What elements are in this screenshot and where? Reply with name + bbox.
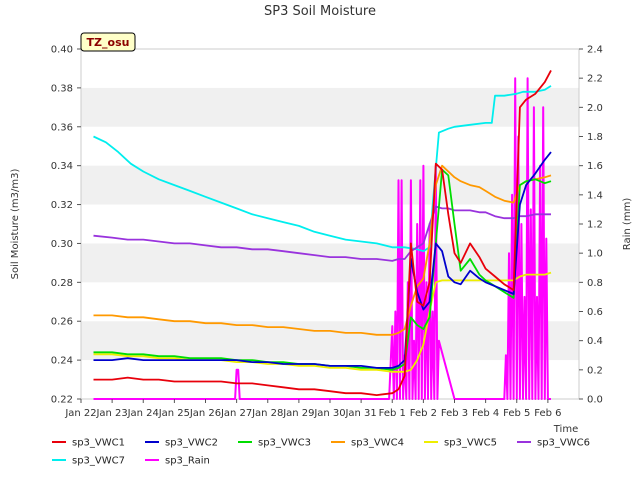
x-tick-label: Feb 5 bbox=[503, 408, 530, 419]
x-tick-label: Feb 6 bbox=[534, 408, 561, 419]
legend-item-sp3-rain: sp3_Rain bbox=[145, 456, 210, 467]
legend: sp3_VWC1 sp3_VWC2 sp3_VWC3 sp3_VWC4 sp3_VWC5… bbox=[52, 438, 590, 467]
legend-item-sp3-vwc4: sp3_VWC4 bbox=[331, 438, 404, 449]
y-tick-label: 0.24 bbox=[51, 356, 73, 367]
x-tick-label: Jan 30 bbox=[313, 408, 345, 419]
legend-label: sp3_VWC7 bbox=[72, 456, 125, 467]
grid-bands bbox=[81, 87, 579, 361]
series-line-sp3-vwc6 bbox=[93, 205, 551, 262]
x-tick-label: Jan 29 bbox=[282, 408, 314, 419]
y2-tick-label: 1.0 bbox=[587, 249, 603, 260]
y-tick-label: 0.34 bbox=[51, 161, 73, 172]
legend-label: sp3_VWC6 bbox=[537, 438, 590, 449]
legend-label: sp3_Rain bbox=[165, 456, 210, 467]
legend-item-sp3-vwc2: sp3_VWC2 bbox=[145, 438, 218, 449]
y-axis-label: Soil Moisture (m3/m3) bbox=[10, 169, 21, 280]
y2-tick-label: 0.2 bbox=[587, 365, 603, 376]
y-tick-label: 0.22 bbox=[51, 395, 73, 406]
grid-band bbox=[81, 165, 579, 205]
x-tick-label: Feb 2 bbox=[410, 408, 437, 419]
chart-title: SP3 Soil Moisture bbox=[264, 4, 376, 19]
legend-item-sp3-vwc5: sp3_VWC5 bbox=[424, 438, 497, 449]
y2-tick-label: 0.0 bbox=[587, 395, 603, 406]
y2-tick-label: 1.6 bbox=[587, 161, 603, 172]
legend-item-sp3-vwc6: sp3_VWC6 bbox=[517, 438, 590, 449]
y2-tick-label: 0.6 bbox=[587, 307, 603, 318]
series-line-sp3-vwc7 bbox=[93, 85, 552, 253]
y2-tick-label: 0.8 bbox=[587, 278, 603, 289]
legend-item-sp3-vwc1: sp3_VWC1 bbox=[52, 438, 125, 449]
x-tick-label: Jan 31 bbox=[344, 408, 376, 419]
y2-tick-label: 0.4 bbox=[587, 336, 603, 347]
x-tick-label: Jan 27 bbox=[220, 408, 252, 419]
legend-item-sp3-vwc3: sp3_VWC3 bbox=[238, 438, 311, 449]
x-axis-label: Time bbox=[553, 424, 578, 435]
legend-item-sp3-vwc7: sp3_VWC7 bbox=[52, 456, 125, 467]
legend-label: sp3_VWC1 bbox=[72, 438, 125, 449]
tz-badge: TZ_osu bbox=[80, 32, 136, 52]
x-tick-label: Jan 23 bbox=[95, 408, 127, 419]
y2-tick-label: 1.8 bbox=[587, 132, 603, 143]
legend-label: sp3_VWC4 bbox=[351, 438, 404, 449]
legend-label: sp3_VWC5 bbox=[444, 438, 497, 449]
x-tick-label: Jan 22 bbox=[64, 408, 96, 419]
x-tick-label: Jan 28 bbox=[251, 408, 283, 419]
y-tick-label: 0.36 bbox=[51, 122, 73, 133]
y-tick-label: 0.28 bbox=[51, 278, 73, 289]
x-tick-label: Jan 25 bbox=[158, 408, 190, 419]
series-line-sp3-vwc2 bbox=[93, 151, 552, 369]
y-tick-label: 0.32 bbox=[51, 200, 73, 211]
grid-band bbox=[81, 243, 579, 283]
x-tick-label: Feb 4 bbox=[472, 408, 499, 419]
series-layer bbox=[93, 69, 552, 400]
series-line-sp3-vwc4 bbox=[93, 164, 552, 336]
y2-tick-label: 2.0 bbox=[587, 103, 603, 114]
grid-band bbox=[81, 321, 579, 361]
y2-axis-label: Rain (mm) bbox=[622, 198, 633, 251]
axes: 0.220.240.260.280.300.320.340.360.380.40… bbox=[51, 45, 603, 420]
x-tick-label: Jan 26 bbox=[189, 408, 221, 419]
legend-label: sp3_VWC3 bbox=[258, 438, 311, 449]
y-tick-label: 0.30 bbox=[51, 239, 73, 250]
x-tick-label: Feb 3 bbox=[441, 408, 468, 419]
y-tick-label: 0.40 bbox=[51, 45, 73, 56]
y2-tick-label: 1.2 bbox=[587, 220, 603, 231]
y-tick-label: 0.26 bbox=[51, 317, 73, 328]
x-tick-label: Jan 24 bbox=[127, 408, 159, 419]
tz-badge-label: TZ_osu bbox=[87, 36, 130, 49]
y2-tick-label: 2.4 bbox=[587, 45, 603, 56]
y2-tick-label: 1.4 bbox=[587, 190, 603, 201]
x-tick-label: Feb 1 bbox=[379, 408, 406, 419]
series-line-sp3-vwc1 bbox=[93, 69, 552, 397]
legend-label: sp3_VWC2 bbox=[165, 438, 218, 449]
y2-tick-label: 2.2 bbox=[587, 74, 603, 85]
y-tick-label: 0.38 bbox=[51, 83, 73, 94]
grid-band bbox=[81, 87, 579, 127]
